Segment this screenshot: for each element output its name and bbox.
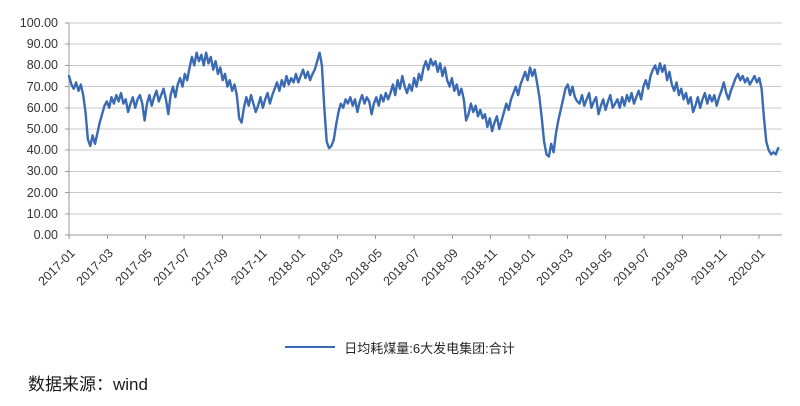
legend-label: 日均耗煤量:6大发电集团:合计 [344, 340, 515, 356]
data-source-text: 数据来源：wind [28, 375, 148, 394]
y-axis-label: 0.00 [33, 228, 58, 242]
y-axis-label: 40.00 [26, 143, 58, 158]
y-axis-label: 100.00 [19, 16, 58, 30]
y-axis-label: 60.00 [26, 100, 58, 115]
y-axis-label: 90.00 [26, 37, 58, 52]
plot-area [65, 22, 782, 239]
y-axis-label: 80.00 [26, 58, 58, 73]
legend: 日均耗煤量:6大发电集团:合计 [0, 338, 800, 356]
y-axis-label: 70.00 [26, 79, 58, 94]
y-axis-label: 20.00 [26, 185, 58, 200]
legend-line-marker [285, 346, 336, 348]
y-axis-label: 30.00 [26, 164, 58, 179]
y-axis-label: 50.00 [26, 122, 58, 136]
y-axis-label: 10.00 [26, 206, 58, 221]
